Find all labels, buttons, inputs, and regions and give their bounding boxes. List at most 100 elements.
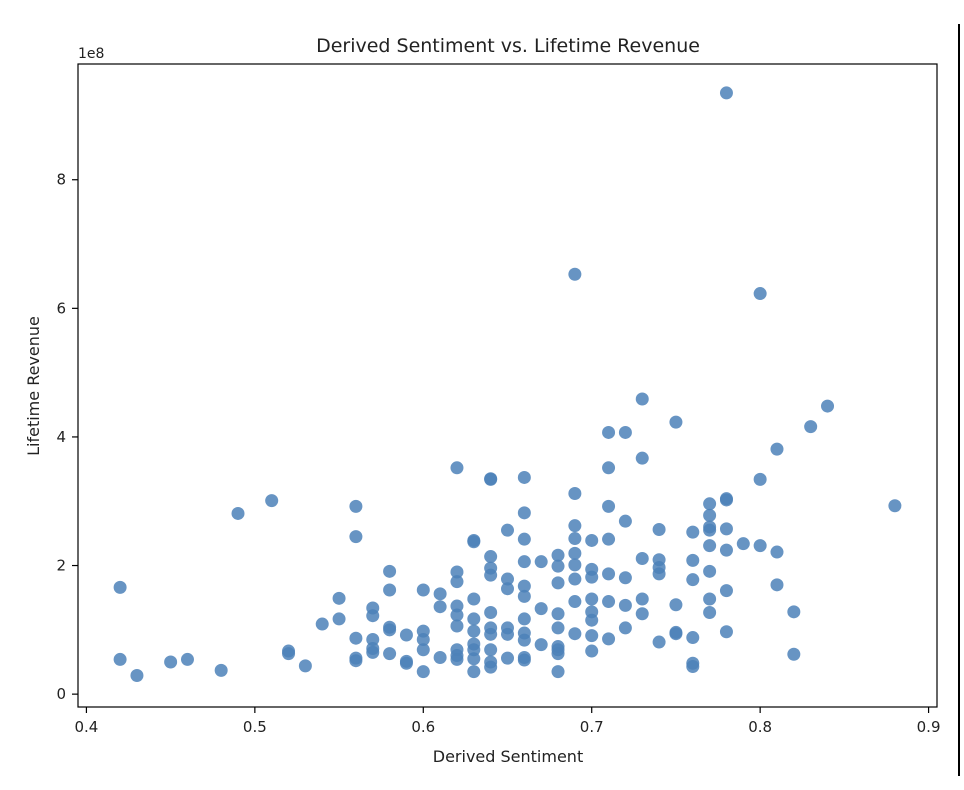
data-point [719, 493, 733, 507]
data-point [703, 523, 717, 537]
data-point [652, 523, 666, 537]
data-point [686, 631, 700, 645]
y-tick-label: 4 [56, 428, 66, 446]
data-point [349, 631, 363, 645]
data-point [753, 287, 767, 301]
data-point [719, 584, 733, 598]
data-point [450, 619, 464, 633]
data-point [770, 545, 784, 559]
data-point [366, 645, 380, 659]
data-point [130, 668, 144, 682]
y-tick-label: 8 [56, 171, 66, 189]
data-point [501, 627, 514, 641]
data-point [686, 659, 700, 673]
data-point [534, 555, 548, 569]
data-point [568, 595, 582, 609]
data-point [686, 553, 700, 567]
data-point [602, 425, 616, 439]
data-point [484, 472, 498, 486]
data-point [450, 608, 464, 622]
data-point [517, 506, 531, 520]
data-point [164, 655, 178, 669]
data-point [635, 392, 649, 406]
data-point [450, 599, 464, 613]
data-point [349, 530, 363, 544]
data-point [551, 647, 565, 661]
x-tick-label: 0.9 [917, 718, 941, 736]
data-point [214, 663, 228, 677]
data-point [568, 487, 582, 501]
data-point [719, 86, 733, 100]
data-point [517, 612, 531, 626]
data-point [534, 602, 548, 616]
data-point [484, 568, 498, 582]
x-tick-label: 0.7 [580, 718, 604, 736]
data-point [366, 632, 380, 646]
data-point [568, 572, 582, 586]
data-point [282, 647, 296, 661]
data-point [703, 592, 717, 606]
data-point [703, 605, 717, 619]
data-point [517, 470, 531, 484]
data-point [366, 609, 380, 623]
axis-ticks: 0.4 0.5 0.6 0.7 0.8 0.9 0 2 4 6 8 [56, 171, 940, 736]
data-point [568, 267, 582, 281]
data-point [416, 665, 430, 679]
y-axis-label: Lifetime Revenue [24, 316, 43, 456]
data-point [467, 652, 481, 666]
data-point [719, 543, 733, 557]
data-point [517, 633, 531, 647]
data-point [383, 564, 397, 578]
data-point [416, 632, 430, 646]
data-point [534, 638, 548, 652]
data-point [602, 499, 616, 513]
y-tick-label: 0 [56, 685, 66, 703]
x-tick-label: 0.8 [748, 718, 772, 736]
data-point [433, 650, 447, 664]
data-point [349, 654, 363, 668]
data-point [551, 665, 565, 679]
data-point [703, 564, 717, 578]
data-point [501, 651, 514, 665]
data-point [602, 632, 616, 646]
x-tick-label: 0.6 [411, 718, 435, 736]
data-point [517, 579, 531, 593]
panel-divider [958, 24, 960, 776]
data-point [602, 595, 616, 609]
data-point [484, 643, 498, 657]
data-point [180, 652, 194, 666]
data-points [113, 86, 902, 682]
data-point [467, 643, 481, 657]
data-point [383, 583, 397, 597]
x-axis-label: Derived Sentiment [433, 747, 583, 766]
data-point [383, 647, 397, 661]
data-point [433, 587, 447, 601]
data-point [585, 533, 599, 547]
data-point [585, 592, 599, 606]
data-point [686, 573, 700, 587]
data-point [787, 647, 801, 661]
data-point [618, 598, 632, 612]
data-point [517, 532, 531, 546]
data-point [450, 652, 464, 666]
data-point [602, 567, 616, 581]
data-point [602, 461, 616, 475]
data-point [753, 539, 767, 553]
data-point [736, 537, 750, 551]
data-point [517, 653, 531, 667]
x-tick-label: 0.4 [74, 718, 98, 736]
data-point [821, 399, 835, 413]
data-point [450, 461, 464, 475]
data-point [618, 514, 632, 528]
data-point [703, 539, 717, 553]
data-point [399, 628, 413, 642]
data-point [686, 525, 700, 539]
chart-title: Derived Sentiment vs. Lifetime Revenue [316, 35, 700, 57]
data-point [551, 621, 565, 635]
data-point [383, 623, 397, 637]
plot-frame [77, 63, 938, 708]
data-point [467, 624, 481, 638]
data-point [770, 578, 784, 592]
data-point [467, 665, 481, 679]
